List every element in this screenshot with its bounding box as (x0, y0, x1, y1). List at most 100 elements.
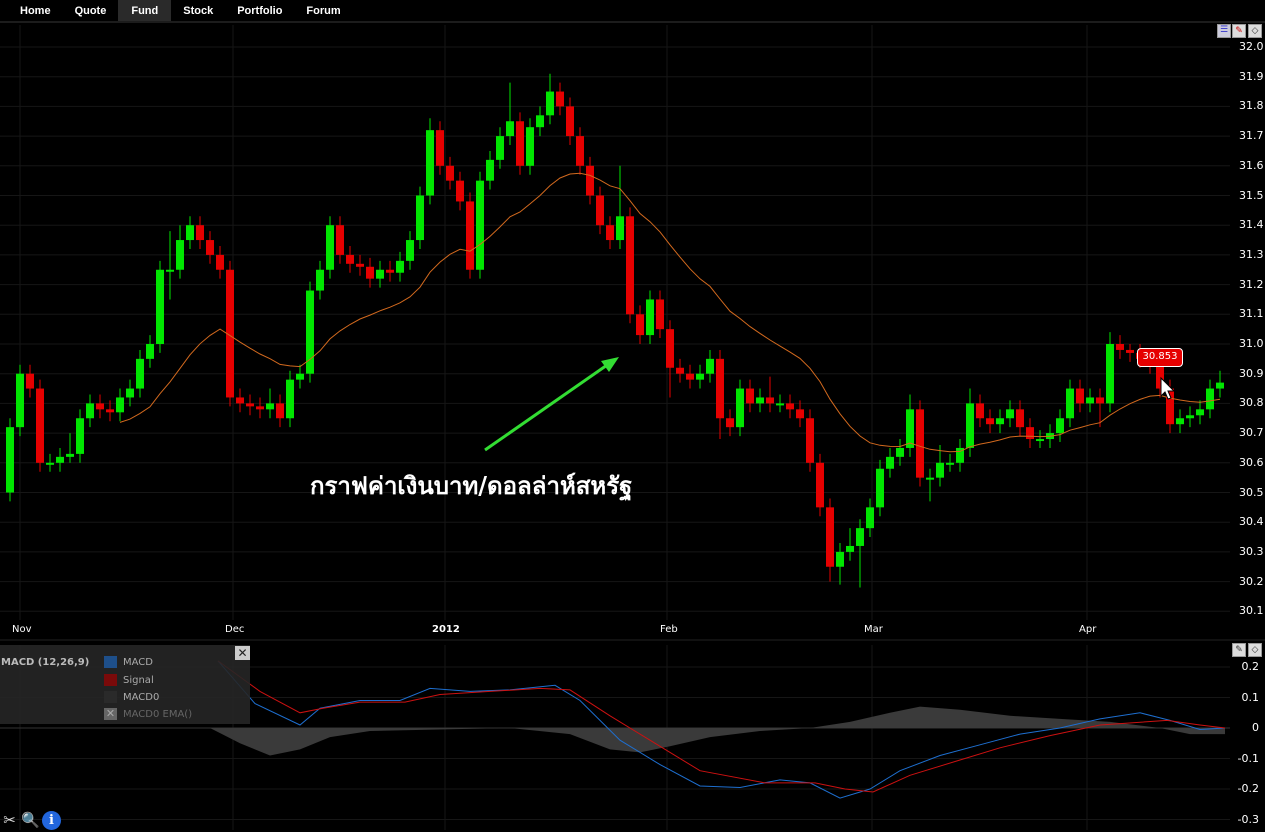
eraser-icon[interactable]: ◇ (1248, 24, 1262, 38)
macd-line (217, 660, 1226, 799)
candle-down (456, 180, 464, 202)
candle-down (586, 165, 594, 196)
legend-signal[interactable]: Signal (104, 674, 154, 686)
macd-tick-label: 0.2 (1241, 660, 1260, 673)
candle-down (726, 418, 734, 428)
candle-down (366, 266, 374, 279)
macd-pencil-icon[interactable]: ✎ (1232, 643, 1246, 657)
nav-portfolio[interactable]: Portfolio (237, 5, 283, 17)
candle-down (796, 409, 804, 419)
candle-down (1126, 349, 1134, 353)
candle-down (1016, 409, 1024, 428)
candle-down (1166, 388, 1174, 425)
candle-down (766, 397, 774, 404)
nav-quote[interactable]: Quote (74, 5, 107, 17)
macd-eraser-icon[interactable]: ◇ (1248, 643, 1262, 657)
annotation-arrow (484, 361, 611, 452)
candle-down (96, 403, 104, 410)
candle-up (116, 397, 124, 413)
legend-label: MACD0 (123, 691, 160, 703)
candle-up (946, 462, 954, 465)
candle-up (406, 240, 414, 261)
candle-down (746, 388, 754, 404)
nav-forum[interactable]: Forum (306, 5, 341, 17)
candle-up (296, 373, 304, 380)
x-label-2012: 2012 (432, 624, 460, 635)
candle-up (496, 136, 504, 160)
y-tick-label: 30.8 (1239, 396, 1264, 410)
tools-icon[interactable]: ✂ (3, 811, 16, 829)
candle-up (6, 427, 14, 493)
candle-up (416, 195, 424, 241)
lines-menu-icon[interactable]: ☰ (1217, 24, 1231, 38)
candle-down (806, 418, 814, 463)
top-nav: Home Quote Fund Stock Portfolio Forum (0, 0, 1265, 23)
candle-down (556, 91, 564, 107)
nav-fund[interactable]: Fund (118, 0, 172, 21)
candle-up (186, 225, 194, 241)
legend-macd[interactable]: MACD (104, 656, 153, 668)
ema-line (119, 172, 1221, 453)
candle-down (256, 406, 264, 410)
candle-down (106, 409, 114, 413)
candle-up (266, 403, 274, 410)
legend-label: Signal (123, 674, 154, 686)
x-label-feb: Feb (660, 624, 678, 635)
candle-up (46, 462, 54, 465)
info-icon[interactable]: i (42, 811, 61, 830)
candle-up (476, 180, 484, 270)
legend-macd0-ema[interactable]: ✕ MACD0 EMA() (104, 708, 192, 720)
y-tick-label: 31.8 (1239, 99, 1264, 113)
candle-down (346, 254, 354, 264)
macd0-swatch (104, 691, 117, 703)
draw-pencil-icon[interactable]: ✎ (1232, 24, 1246, 38)
candle-up (166, 269, 174, 272)
candle-down (386, 269, 394, 273)
candle-down (576, 136, 584, 166)
macd0-area (210, 706, 1225, 756)
bottom-toolbar: ✂ 🔍 i (0, 811, 61, 830)
y-tick-label: 30.7 (1239, 426, 1264, 440)
candle-up (1106, 344, 1114, 404)
candle-down (636, 314, 644, 336)
candle-up (1056, 418, 1064, 434)
legend-macd0[interactable]: MACD0 (104, 691, 159, 703)
legend-label: MACD0 EMA() (123, 708, 193, 720)
candle-down (1156, 364, 1164, 389)
candle-down (236, 397, 244, 404)
nav-home[interactable]: Home (20, 5, 51, 17)
candle-down (986, 418, 994, 425)
candle-up (286, 379, 294, 419)
candle-up (376, 269, 384, 279)
y-tick-label: 30.4 (1239, 515, 1264, 529)
candle-down (666, 329, 674, 368)
close-legend-button[interactable]: ✕ (235, 646, 250, 660)
candle-up (176, 240, 184, 270)
candle-up (886, 456, 894, 469)
candle-up (896, 447, 904, 457)
candle-down (516, 121, 524, 166)
macd-swatch (104, 656, 117, 668)
y-tick-label: 31.4 (1239, 218, 1264, 232)
candle-down (336, 225, 344, 255)
candle-up (546, 91, 554, 116)
zoom-icon[interactable]: 🔍 (21, 811, 40, 829)
x-label-nov: Nov (12, 624, 32, 635)
y-tick-label: 30.5 (1239, 485, 1264, 499)
candle-down (606, 225, 614, 241)
macd-legend: MACD (12,26,9) MACD Signal MACD0 ✕ MACD0 … (0, 645, 250, 724)
candle-down (436, 130, 444, 166)
macd-tick-label: -0.1 (1237, 751, 1259, 765)
macd-tick-label: -0.3 (1237, 812, 1259, 826)
candle-down (1026, 427, 1034, 440)
candle-up (696, 373, 704, 380)
candle-down (686, 373, 694, 380)
signal-swatch (104, 674, 117, 686)
candle-up (1206, 388, 1214, 410)
y-tick-label: 31.1 (1239, 307, 1264, 321)
nav-stock[interactable]: Stock (183, 5, 214, 17)
macd-title: MACD (12,26,9) (1, 657, 90, 668)
candle-up (866, 507, 874, 529)
candle-down (446, 165, 454, 181)
